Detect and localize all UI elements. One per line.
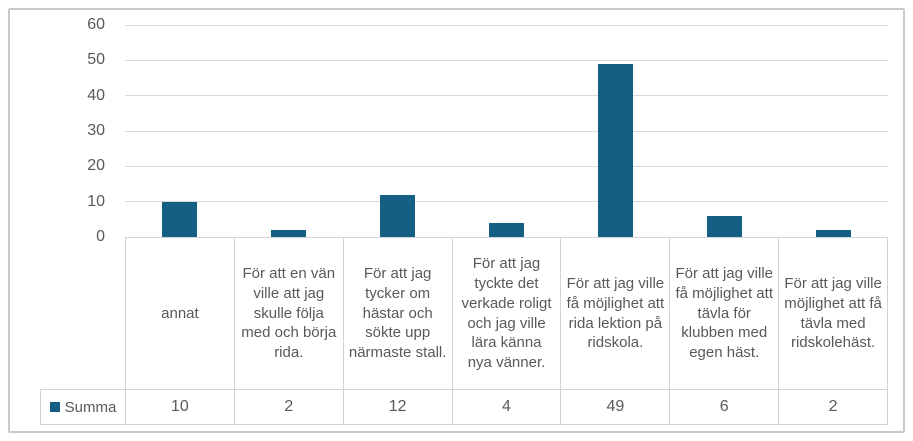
- chart-frame: [8, 8, 905, 433]
- value-cell: 6: [669, 389, 779, 425]
- bar: [816, 229, 851, 237]
- value-cell: 10: [125, 389, 234, 425]
- legend-label: Summa: [64, 398, 117, 416]
- category-cell: För att jag ville få möjlighet att rida …: [560, 237, 670, 389]
- y-axis-tick-label: 30: [87, 122, 105, 139]
- category-cell: annat: [125, 237, 234, 389]
- gridline: [125, 130, 888, 132]
- bar: [162, 201, 197, 237]
- bar: [380, 194, 415, 237]
- bar: [271, 229, 306, 237]
- category-cell: För att jag tyckte det verkade roligt oc…: [451, 237, 561, 389]
- gridline: [125, 24, 888, 26]
- category-cell: För att jag ville få möjlighet att tävla…: [669, 237, 779, 389]
- value-cell: 2: [233, 389, 343, 425]
- value-cell: 12: [342, 389, 452, 425]
- y-axis-tick-label: 40: [87, 86, 105, 104]
- gridline: [125, 59, 888, 61]
- y-axis-tick-label: 50: [87, 51, 105, 69]
- value-cell: 49: [560, 389, 670, 425]
- category-cell: För att jag ville möjlighet att få tävla…: [778, 237, 889, 389]
- value-cell: 2: [778, 389, 889, 425]
- legend-cell: Summa: [40, 389, 125, 425]
- value-cell: 4: [451, 389, 561, 425]
- category-cell: För att en vän ville att jag skulle följ…: [233, 237, 343, 389]
- category-cell: För att jag tycker om hästar och sökte u…: [342, 237, 452, 389]
- y-axis-tick-label: 10: [87, 192, 105, 210]
- bar: [707, 215, 742, 237]
- y-axis-tick-label: 0: [96, 228, 105, 245]
- data-table-value-row: 10 2 12 4 49 6 2: [125, 389, 889, 425]
- gridline: [125, 95, 888, 97]
- y-axis: 0 10 20 30 40 50 60: [30, 17, 105, 245]
- gridline: [125, 201, 888, 203]
- bar: [598, 63, 633, 237]
- bar: [489, 222, 524, 237]
- plot-area: [125, 24, 888, 238]
- category-axis-row: annat För att en vän ville att jag skulle…: [125, 237, 889, 389]
- legend-marker-icon: [49, 402, 60, 412]
- y-axis-tick-label: 60: [87, 16, 105, 33]
- gridline: [125, 165, 888, 167]
- y-axis-tick-label: 20: [87, 157, 105, 175]
